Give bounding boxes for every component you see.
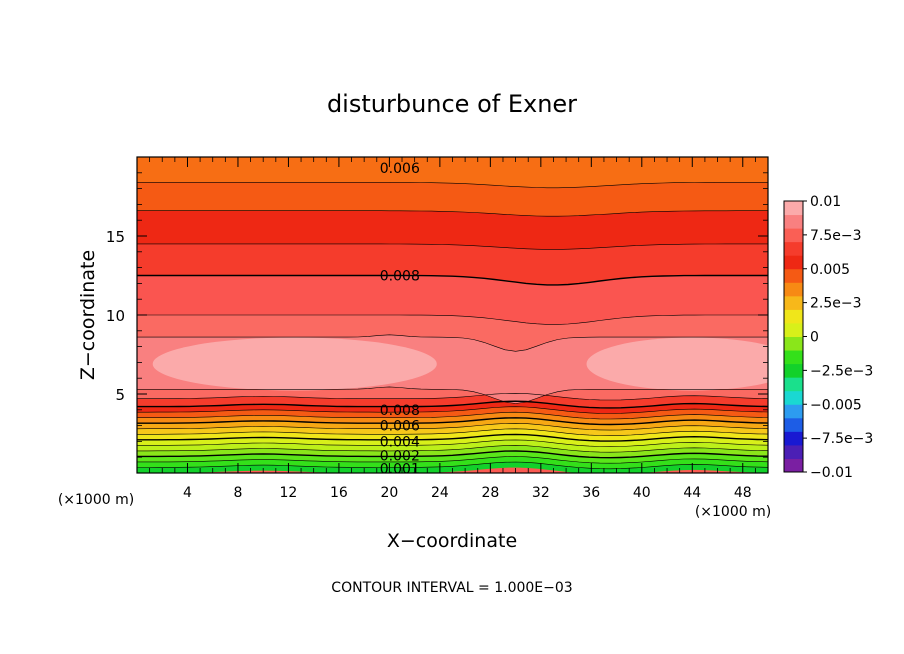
- x-tick-label: 16: [330, 485, 348, 501]
- contour-band: [137, 275, 768, 325]
- contour-line: [137, 422, 768, 431]
- contour-line: [137, 461, 768, 470]
- y-axis-ticks: 5 10 15: [106, 228, 768, 404]
- colorbar-swatch: [784, 390, 803, 405]
- colorbar-swatch: [784, 363, 803, 378]
- contour-line: [137, 411, 768, 420]
- contour-line: [137, 439, 768, 447]
- x-tick-label: 44: [683, 485, 701, 501]
- contour-line: [137, 400, 768, 409]
- contour-interval-note: CONTOUR INTERVAL = 1.000E−03: [331, 580, 572, 596]
- contour-line: [137, 210, 768, 217]
- contour-band: [137, 243, 768, 285]
- contour-line: [137, 445, 768, 453]
- colorbar-swatch: [784, 458, 803, 473]
- contour-band: [137, 182, 768, 217]
- chart-title: disturbunce of Exner: [327, 90, 577, 118]
- x-axis-ticks: 4 8 12 16 20 24 28 32 36 40 44 48: [183, 157, 752, 501]
- colorbar-labels: 0.01 7.5e−3 0.005 2.5e−3 0 −2.5e−3 −0.005 −7.5e…: [803, 194, 873, 481]
- contour-lines: [137, 182, 768, 470]
- colorbar-swatch: [784, 377, 803, 392]
- colorbar-swatch: [784, 268, 803, 283]
- x-tick-label: 8: [233, 485, 242, 501]
- colorbar-label: 0: [810, 330, 819, 346]
- colorbar-label: 7.5e−3: [810, 228, 862, 244]
- colorbar-label: 0.005: [810, 262, 850, 278]
- colorbar-swatch: [784, 228, 803, 243]
- contour-line: [137, 243, 768, 250]
- max-region-left: [152, 337, 437, 391]
- colorbar-swatch: [784, 309, 803, 324]
- y-tick-label: 15: [106, 228, 125, 246]
- x-tick-label: 32: [532, 485, 550, 501]
- contour-label: 0.006: [380, 161, 420, 177]
- x-tick-label: 24: [431, 485, 449, 501]
- contour-line: [137, 417, 768, 426]
- colorbar-swatch: [784, 417, 803, 432]
- colorbar-label: −2.5e−3: [810, 363, 873, 379]
- contour-line: [137, 433, 768, 442]
- x-tick-label: 48: [734, 485, 752, 501]
- colorbar-swatch: [784, 241, 803, 256]
- colorbar: [784, 201, 803, 473]
- plot-area: [137, 157, 768, 473]
- colorbar-swatch: [784, 350, 803, 365]
- colorbar-label: −0.01: [810, 465, 853, 481]
- colorbar-label: −7.5e−3: [810, 431, 873, 447]
- contour-line: [137, 392, 768, 401]
- contour-line: [137, 182, 768, 189]
- contour-line: [137, 428, 768, 436]
- contour-band: [137, 210, 768, 250]
- colorbar-swatch: [784, 336, 803, 351]
- contour-line: [137, 314, 768, 325]
- contour-band: [137, 393, 768, 408]
- x-tick-label: 36: [582, 485, 600, 501]
- contour-label: 0.008: [380, 269, 420, 285]
- max-region-right: [586, 337, 768, 391]
- contour-line: [137, 334, 768, 352]
- colorbar-swatch: [784, 431, 803, 446]
- y-tick-label: 5: [115, 386, 125, 404]
- colorbar-swatch: [784, 255, 803, 270]
- x-unit-label: (×1000 m): [58, 492, 134, 508]
- colorbar-label: −0.005: [810, 397, 862, 413]
- colorbar-swatch: [784, 404, 803, 419]
- colorbar-swatch: [784, 214, 803, 229]
- x-unit-label-right: (×1000 m): [695, 504, 771, 520]
- contour-label: 0.008: [380, 403, 420, 419]
- y-axis-label: Z−coordinate: [77, 250, 99, 380]
- colorbar-swatch: [784, 444, 803, 459]
- contour-band: [137, 315, 768, 352]
- x-tick-label: 28: [481, 485, 499, 501]
- contour-band: [137, 386, 768, 404]
- x-axis-label: X−coordinate: [387, 530, 517, 552]
- minor-ticks: [137, 157, 768, 473]
- colorbar-label: 2.5e−3: [810, 296, 862, 312]
- colorbar-swatch: [784, 322, 803, 337]
- contour-line: [137, 450, 768, 459]
- contour-label: 0.002: [380, 449, 420, 465]
- x-tick-label: 40: [633, 485, 651, 501]
- contour-label: 0.006: [380, 419, 420, 435]
- y-tick-label: 10: [106, 307, 125, 325]
- contour-line: [137, 386, 768, 404]
- contour-label: 0.001: [380, 461, 420, 477]
- colorbar-label: 0.01: [810, 194, 841, 210]
- contour-band: [137, 462, 768, 473]
- contour-line: [137, 406, 768, 414]
- contour-label: 0.004: [380, 434, 420, 450]
- contour-line: [137, 456, 768, 464]
- colorbar-swatch: [784, 201, 803, 216]
- x-tick-label: 12: [280, 485, 298, 501]
- colorbar-swatch: [784, 282, 803, 297]
- x-tick-label: 20: [380, 485, 398, 501]
- contour-band: [137, 157, 768, 188]
- contour-line: [137, 274, 768, 286]
- x-tick-label: 4: [183, 485, 192, 501]
- colorbar-swatch: [784, 295, 803, 310]
